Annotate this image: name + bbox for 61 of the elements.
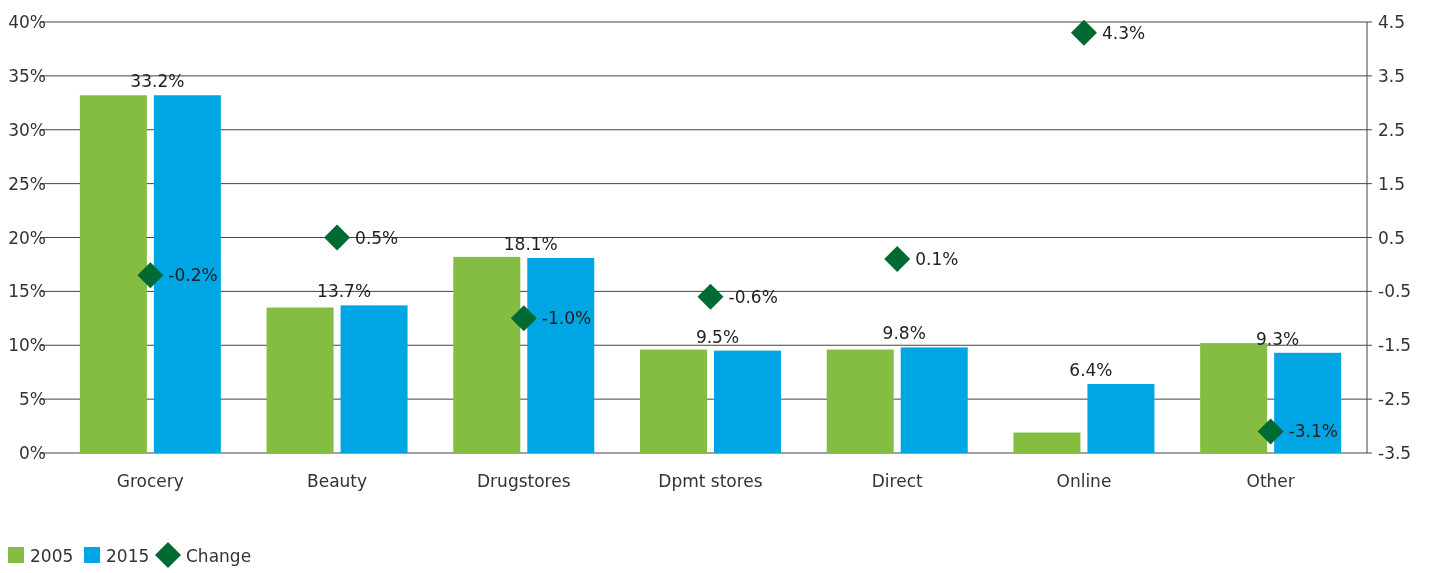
y2-tick-label: 4.5 <box>1378 12 1406 32</box>
data-label: 18.1% <box>503 233 558 254</box>
y2-tick-label: -1.5 <box>1378 335 1412 356</box>
bar <box>640 349 707 453</box>
y-tick-label: 5% <box>19 389 46 410</box>
point <box>510 305 537 332</box>
data-label: -3.1% <box>1288 421 1338 442</box>
y2-tick-label: -3.5 <box>1378 443 1412 463</box>
data-label: 33.2% <box>130 71 185 92</box>
y2-tick-label: 1.5 <box>1378 173 1406 194</box>
bar <box>714 350 781 453</box>
y2-tick-label: -2.5 <box>1378 389 1412 410</box>
y2-tick-label: 3.5 <box>1378 65 1406 86</box>
y-tick-label: 25% <box>8 173 46 194</box>
bar <box>1200 343 1268 453</box>
y-tick-label: 35% <box>8 65 46 86</box>
bar <box>453 256 521 453</box>
y-tick-label: 20% <box>8 227 46 248</box>
x-tick-label: Beauty <box>307 471 368 491</box>
point <box>324 224 351 251</box>
bar <box>1274 352 1342 453</box>
x-tick-label: Online <box>1056 471 1112 491</box>
point <box>884 246 911 273</box>
y-tick-label: 15% <box>8 281 46 302</box>
data-label: 4.3% <box>1101 22 1146 43</box>
y2-tick-label: 2.5 <box>1378 119 1406 140</box>
bar <box>79 95 147 453</box>
bar <box>153 95 221 453</box>
bar <box>1013 432 1081 453</box>
bar <box>527 257 595 453</box>
legend-label: Change <box>186 546 252 566</box>
y2-tick-label: 0.5 <box>1378 227 1406 248</box>
y2-tick-label: -0.5 <box>1378 281 1412 302</box>
legend-label: 2005 <box>30 546 74 566</box>
data-label: 9.3% <box>1256 328 1300 349</box>
bar <box>900 347 968 453</box>
point <box>1257 418 1284 445</box>
data-label: 0.1% <box>915 249 959 270</box>
bar <box>340 305 408 453</box>
x-tick-label: Grocery <box>116 471 184 491</box>
data-label: -0.2% <box>168 265 218 286</box>
data-label: -0.6% <box>728 286 778 307</box>
point <box>1070 19 1097 46</box>
bar <box>266 307 334 453</box>
y-tick-label: 0% <box>19 443 46 463</box>
data-label: 9.8% <box>882 323 926 344</box>
y-tick-label: 40% <box>8 12 46 32</box>
y-tick-label: 10% <box>8 335 46 356</box>
point <box>137 262 164 289</box>
legend-label: 2015 <box>106 546 150 566</box>
x-tick-label: Other <box>1246 471 1295 491</box>
data-label: 9.5% <box>695 326 740 347</box>
bar <box>826 349 894 453</box>
x-tick-label: Drugstores <box>477 471 571 491</box>
bar <box>1087 384 1155 453</box>
data-label: -1.0% <box>541 308 592 329</box>
y-tick-label: 30% <box>8 119 46 140</box>
point <box>697 283 724 310</box>
x-tick-label: Direct <box>871 471 923 491</box>
x-tick-label: Dpmt stores <box>658 471 763 491</box>
data-label: 6.4% <box>1069 360 1113 381</box>
